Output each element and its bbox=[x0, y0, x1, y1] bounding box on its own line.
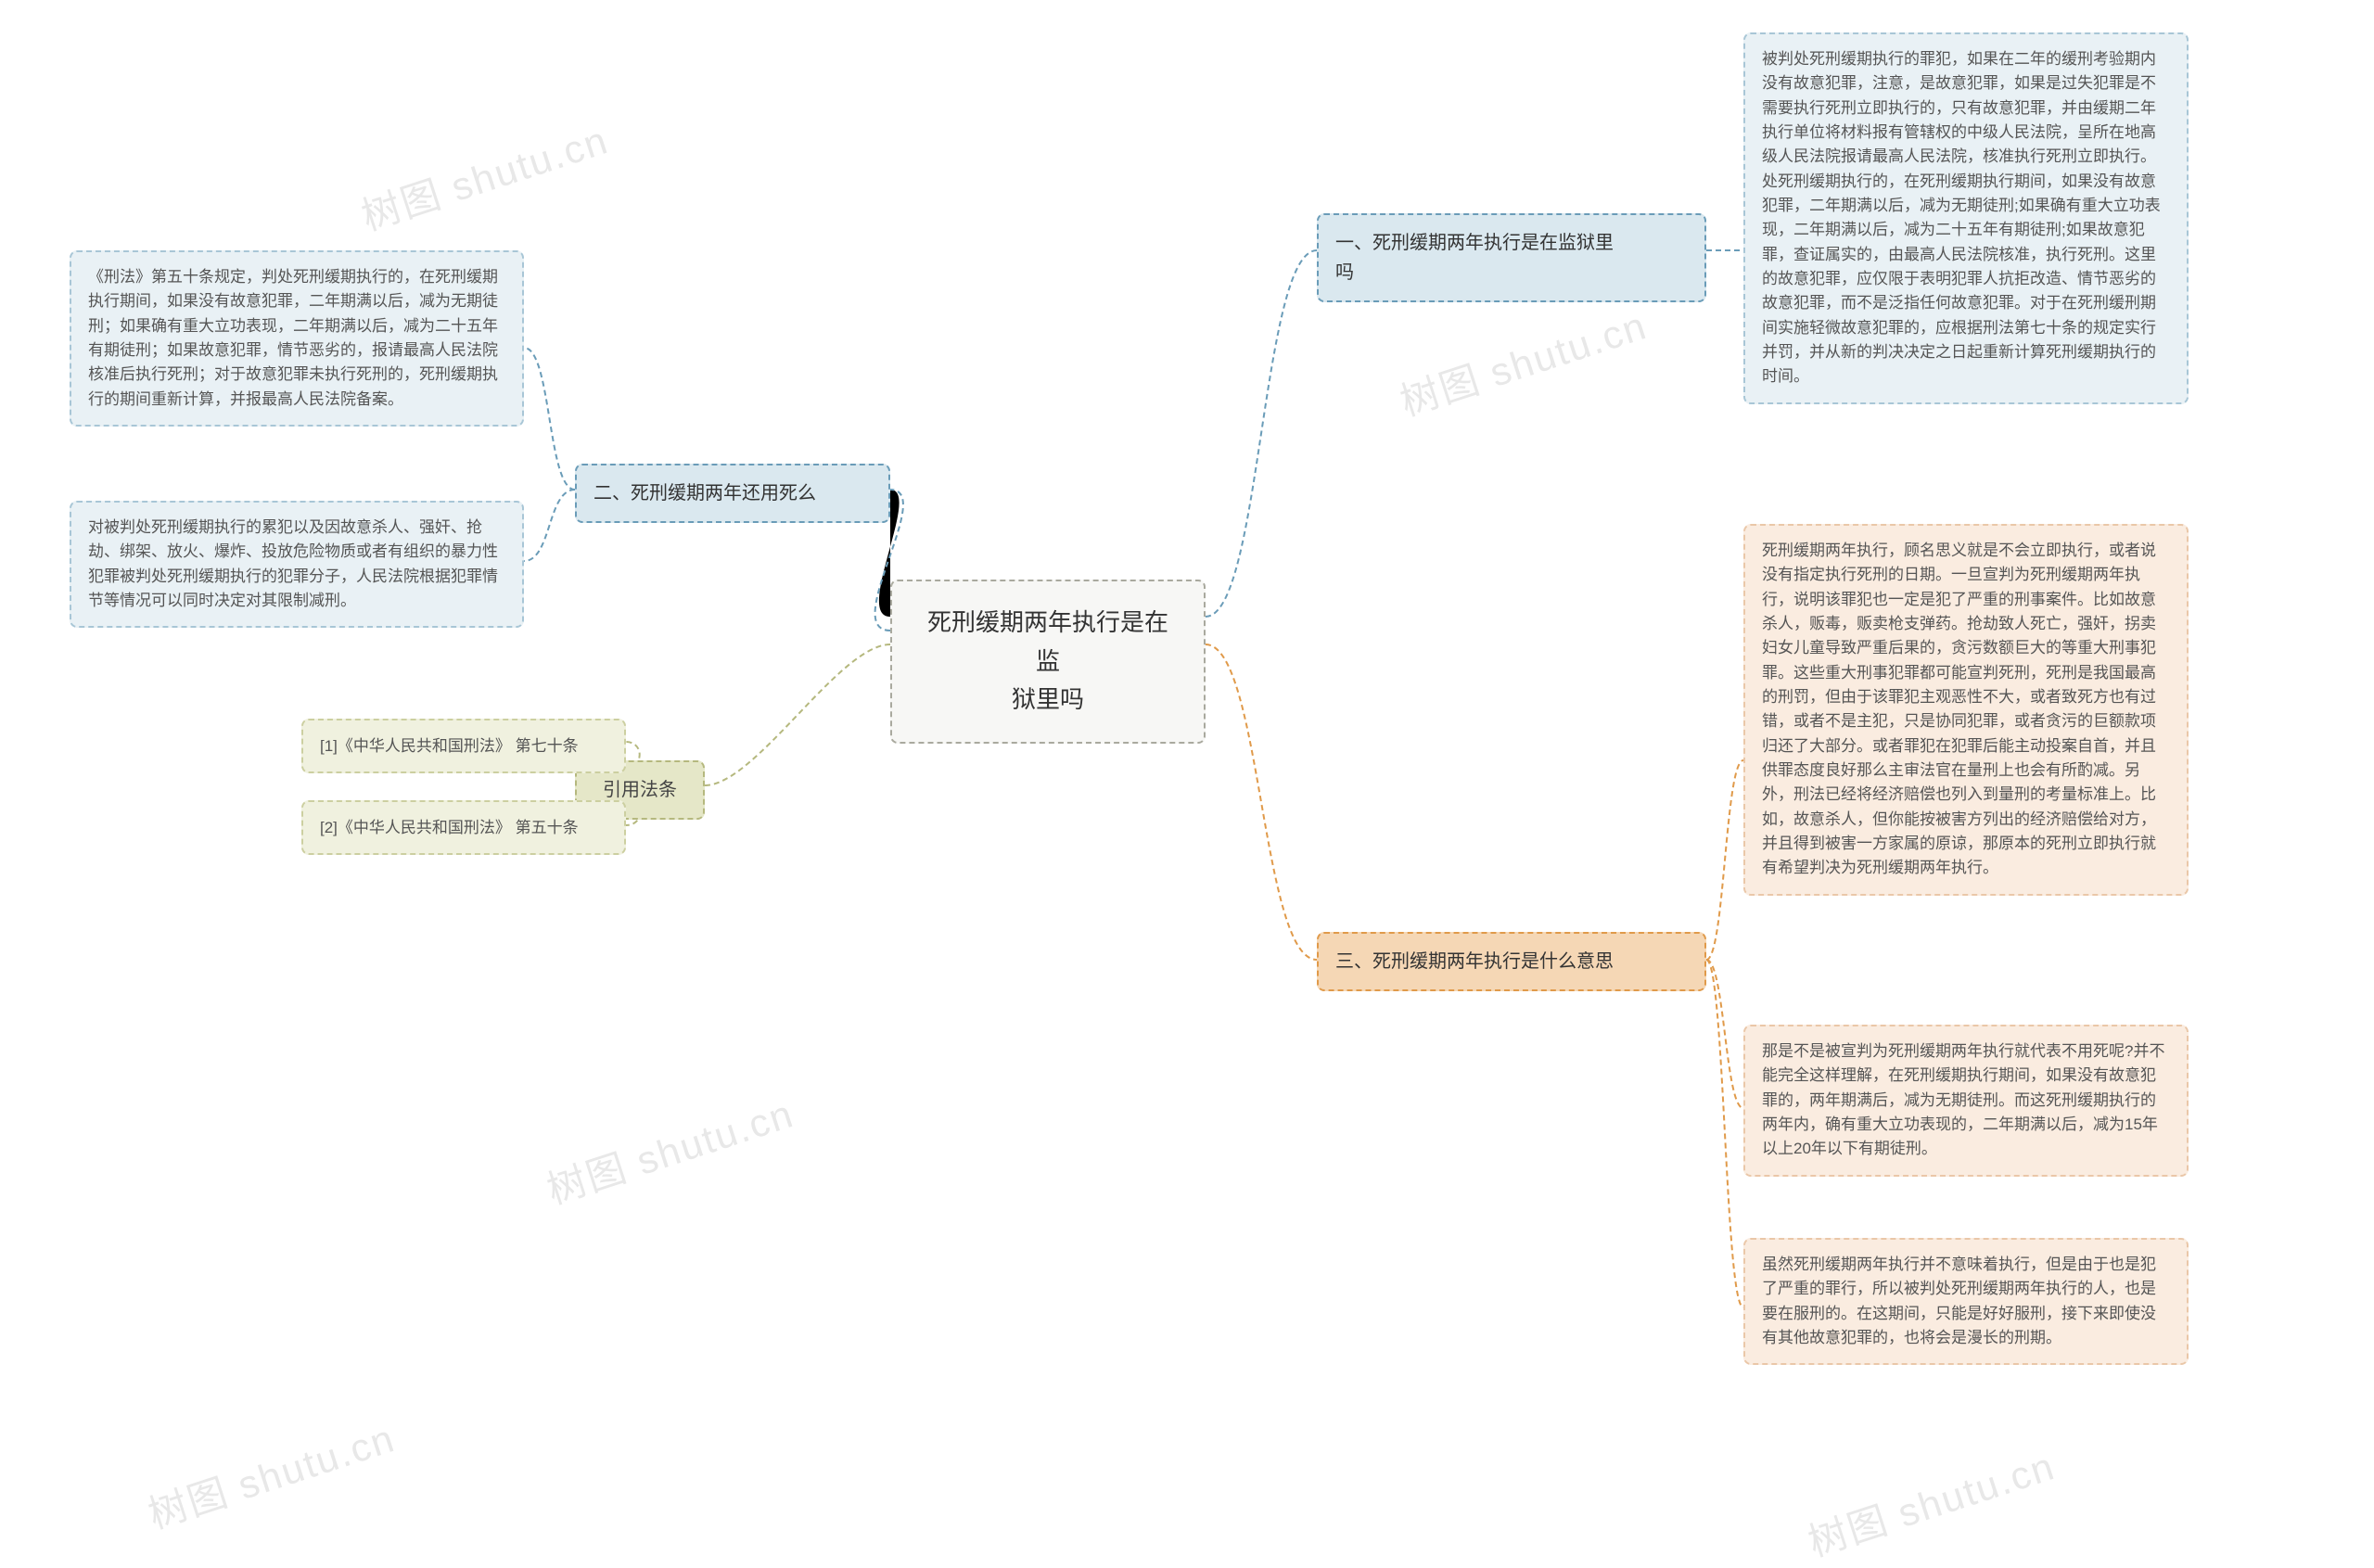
watermark: 树图 shutu.cn bbox=[140, 1408, 402, 1540]
branch-4-leaf-1: [1]《中华人民共和国刑法》 第七十条 bbox=[301, 719, 626, 773]
branch-3-leaf-2: 那是不是被宣判为死刑缓期两年执行就代表不用死呢?并不能完全这样理解，在死刑缓期执… bbox=[1743, 1025, 2189, 1177]
watermark: 树图 shutu.cn bbox=[1800, 1435, 2061, 1568]
branch-3-leaf-3: 虽然死刑缓期两年执行并不意味着执行，但是由于也是犯了严重的罪行，所以被判处死刑缓… bbox=[1743, 1238, 2189, 1365]
branch-1-leaf-1: 被判处死刑缓期执行的罪犯，如果在二年的缓刑考验期内没有故意犯罪，注意，是故意犯罪… bbox=[1743, 32, 2189, 404]
root-node: 死刑缓期两年执行是在监 狱里吗 bbox=[890, 580, 1206, 744]
branch-3: 三、死刑缓期两年执行是什么意思 bbox=[1317, 932, 1706, 991]
branch-2: 二、死刑缓期两年还用死么 bbox=[575, 464, 890, 523]
branch-4-leaf-2: [2]《中华人民共和国刑法》 第五十条 bbox=[301, 800, 626, 855]
branch-1: 一、死刑缓期两年执行是在监狱里 吗 bbox=[1317, 213, 1706, 302]
watermark: 树图 shutu.cn bbox=[539, 1083, 800, 1216]
branch-2-leaf-2: 对被判处死刑缓期执行的累犯以及因故意杀人、强奸、抢劫、绑架、放火、爆炸、投放危险… bbox=[70, 501, 524, 628]
watermark: 树图 shutu.cn bbox=[1392, 295, 1653, 427]
branch-2-leaf-1: 《刑法》第五十条规定，判处死刑缓期执行的，在死刑缓期执行期间，如果没有故意犯罪，… bbox=[70, 250, 524, 427]
branch-3-leaf-1: 死刑缓期两年执行，顾名思义就是不会立即执行，或者说没有指定执行死刑的日期。一旦宣… bbox=[1743, 524, 2189, 896]
watermark: 树图 shutu.cn bbox=[353, 109, 615, 242]
